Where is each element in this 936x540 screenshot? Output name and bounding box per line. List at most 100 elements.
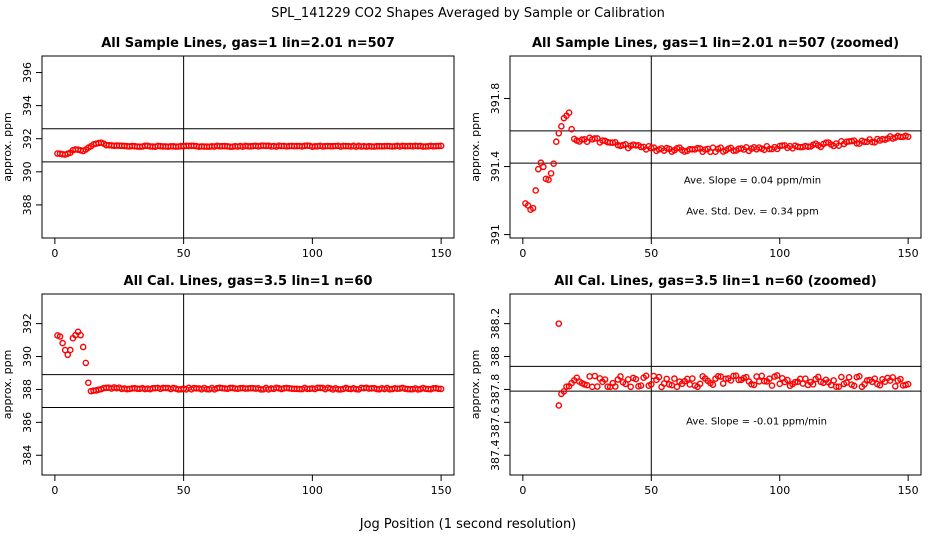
data-point	[642, 372, 650, 380]
data-point	[766, 375, 773, 382]
data-point	[586, 373, 593, 380]
data-point	[791, 378, 799, 386]
chart-panel-3: All Cal. Lines, gas=3.5 lin=1 n=60 approx…	[1, 274, 455, 497]
data-point	[832, 383, 840, 391]
data-point	[776, 380, 784, 388]
panel-title: All Sample Lines, gas=1 lin=2.01 n=507 (…	[532, 36, 899, 51]
data-point	[655, 373, 663, 381]
y-tick-label: 384	[21, 445, 34, 466]
data-point	[568, 125, 575, 133]
data-point	[868, 138, 876, 146]
data-point	[663, 375, 670, 383]
data-point	[755, 378, 763, 385]
x-tick-label: 50	[177, 484, 191, 497]
annotation: Ave. Std. Dev. = 0.34 ppm	[686, 206, 818, 217]
data-point	[686, 381, 694, 388]
data-point	[809, 381, 817, 388]
data-point	[694, 144, 701, 152]
data-point	[540, 163, 547, 171]
data-point	[82, 359, 90, 367]
data-point	[761, 377, 768, 385]
data-point	[814, 373, 822, 381]
x-tick-label: 0	[519, 247, 526, 260]
y-tick-label: 390	[21, 346, 34, 367]
y-tick-label: 391	[489, 224, 502, 245]
y-tick-label: 387.6	[489, 407, 502, 439]
data-point	[588, 383, 596, 391]
x-tick-label: 100	[769, 484, 790, 497]
x-tick-label: 100	[302, 484, 323, 497]
data-point	[845, 373, 853, 381]
data-point	[604, 383, 611, 390]
data-point	[563, 383, 570, 390]
y-tick-label: 387.8	[489, 374, 502, 406]
plot-frame	[41, 55, 455, 239]
x-tick-label: 0	[51, 247, 58, 260]
plot-frame	[41, 293, 455, 476]
data-point	[904, 133, 912, 141]
data-point	[632, 375, 640, 383]
x-tick-label: 0	[51, 484, 58, 497]
panel-title: All Cal. Lines, gas=3.5 lin=1 n=60 (zoom…	[554, 274, 876, 289]
y-axis-label: approx. ppm	[1, 112, 14, 182]
data-point	[534, 165, 542, 173]
data-point	[437, 142, 445, 150]
annotation: Ave. Slope = -0.01 ppm/min	[686, 416, 827, 427]
data-point	[565, 109, 573, 117]
y-axis-label: approx. ppm	[469, 112, 482, 182]
data-point	[56, 333, 64, 340]
data-point	[897, 375, 904, 383]
y-tick-label: 396	[21, 62, 34, 83]
x-tick-label: 50	[644, 484, 658, 497]
data-point	[85, 379, 92, 387]
data-point	[802, 375, 809, 383]
x-tick-label: 150	[431, 484, 452, 497]
y-tick-label: 392	[21, 313, 34, 334]
data-point	[784, 376, 791, 384]
data-point	[594, 383, 601, 390]
data-point	[77, 331, 84, 339]
data-point	[750, 381, 758, 389]
y-tick-label: 386	[21, 412, 34, 433]
data-point	[59, 339, 66, 347]
y-tick-label: 388	[21, 379, 34, 400]
data-point	[861, 138, 868, 146]
data-point	[560, 388, 568, 395]
data-point	[545, 176, 552, 184]
data-point	[876, 381, 884, 389]
data-point	[671, 375, 678, 382]
data-point	[612, 383, 619, 390]
data-point	[717, 373, 724, 380]
data-point	[529, 204, 537, 212]
data-point	[904, 380, 912, 388]
y-tick-label: 388.2	[489, 308, 502, 340]
data-point	[689, 375, 696, 382]
x-tick-label: 50	[177, 247, 191, 260]
data-point	[555, 129, 563, 137]
data-point	[547, 170, 555, 177]
x-tick-label: 150	[898, 247, 919, 260]
data-point	[714, 372, 722, 380]
chart-panel-4: All Cal. Lines, gas=3.5 lin=1 n=60 (zoom…	[469, 274, 922, 497]
data-point	[624, 376, 632, 383]
x-tick-label: 100	[302, 247, 323, 260]
data-point	[79, 343, 87, 351]
y-axis-label: approx. ppm	[1, 350, 14, 420]
data-point	[892, 382, 899, 390]
data-point	[773, 372, 781, 379]
data-point	[778, 142, 786, 149]
data-point	[850, 382, 858, 390]
data-point	[609, 139, 617, 147]
data-point	[558, 123, 565, 130]
data-point	[591, 135, 599, 142]
data-point	[637, 382, 645, 389]
data-point	[67, 346, 74, 354]
data-point	[637, 143, 645, 151]
data-point	[848, 137, 855, 145]
data-point	[550, 160, 557, 167]
data-point	[719, 380, 727, 387]
y-tick-label: 388	[21, 194, 34, 215]
chart-panel-2: All Sample Lines, gas=1 lin=2.01 n=507 (…	[469, 36, 922, 260]
y-tick-label: 390	[21, 161, 34, 182]
data-point	[889, 374, 897, 381]
